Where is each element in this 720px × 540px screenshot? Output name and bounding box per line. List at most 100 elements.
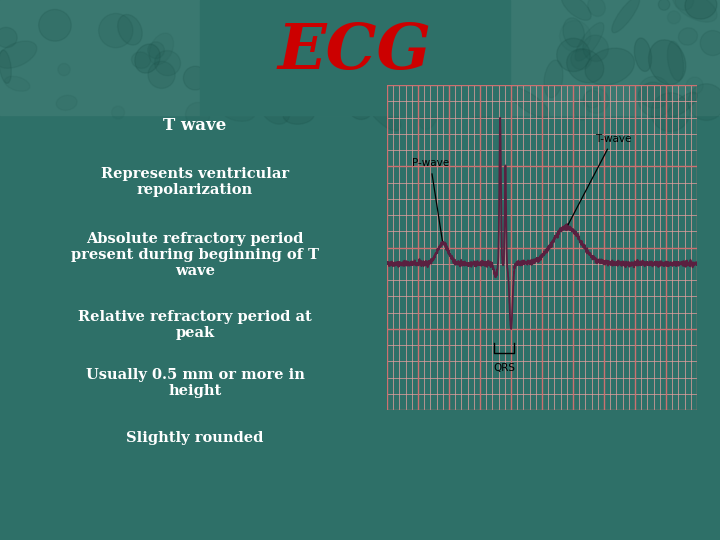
Circle shape — [316, 1, 331, 16]
Ellipse shape — [562, 0, 591, 21]
Ellipse shape — [668, 92, 697, 117]
Circle shape — [583, 91, 600, 108]
Ellipse shape — [149, 33, 174, 65]
Ellipse shape — [360, 8, 408, 39]
Circle shape — [686, 77, 703, 94]
Ellipse shape — [385, 69, 418, 86]
Circle shape — [452, 71, 476, 94]
Ellipse shape — [470, 94, 498, 119]
Ellipse shape — [460, 15, 498, 30]
Ellipse shape — [612, 0, 639, 33]
Text: T wave: T wave — [163, 117, 227, 133]
Ellipse shape — [557, 38, 590, 72]
Ellipse shape — [222, 70, 245, 91]
Ellipse shape — [0, 28, 17, 48]
Ellipse shape — [457, 56, 489, 89]
Ellipse shape — [283, 105, 315, 124]
Ellipse shape — [155, 51, 181, 76]
Text: P-wave: P-wave — [412, 158, 449, 241]
Text: Represents ventricular
repolarization: Represents ventricular repolarization — [101, 167, 289, 197]
Ellipse shape — [366, 64, 404, 92]
Ellipse shape — [639, 76, 671, 108]
Ellipse shape — [39, 10, 71, 41]
Ellipse shape — [202, 0, 227, 28]
Ellipse shape — [248, 73, 297, 110]
Ellipse shape — [463, 12, 484, 47]
Text: Slightly rounded: Slightly rounded — [126, 431, 264, 445]
Ellipse shape — [634, 38, 652, 71]
Circle shape — [658, 0, 670, 10]
Circle shape — [583, 88, 608, 113]
Ellipse shape — [638, 82, 671, 117]
Circle shape — [675, 0, 693, 10]
Circle shape — [58, 63, 70, 76]
Ellipse shape — [452, 30, 485, 63]
Circle shape — [229, 16, 264, 51]
Circle shape — [701, 31, 720, 56]
Ellipse shape — [649, 40, 685, 85]
Circle shape — [336, 36, 366, 66]
Ellipse shape — [404, 68, 458, 84]
Circle shape — [571, 49, 591, 70]
Ellipse shape — [4, 76, 30, 91]
Ellipse shape — [574, 99, 590, 120]
Circle shape — [379, 76, 402, 99]
Ellipse shape — [672, 0, 717, 22]
Ellipse shape — [373, 0, 403, 36]
Ellipse shape — [206, 16, 241, 41]
Ellipse shape — [56, 95, 77, 110]
Ellipse shape — [397, 0, 452, 16]
Circle shape — [112, 106, 125, 119]
Ellipse shape — [349, 6, 378, 32]
Ellipse shape — [0, 41, 37, 68]
Ellipse shape — [348, 94, 374, 119]
Circle shape — [99, 14, 133, 48]
Ellipse shape — [563, 18, 585, 47]
Ellipse shape — [243, 61, 291, 86]
Circle shape — [186, 103, 210, 126]
Ellipse shape — [218, 95, 256, 122]
Circle shape — [287, 30, 308, 51]
Ellipse shape — [544, 60, 563, 98]
Circle shape — [230, 73, 266, 110]
Circle shape — [667, 11, 680, 24]
Circle shape — [148, 42, 164, 58]
Text: T-wave: T-wave — [568, 134, 631, 225]
Text: Relative refractory period at
peak: Relative refractory period at peak — [78, 310, 312, 340]
Circle shape — [688, 84, 720, 120]
Circle shape — [559, 21, 590, 51]
Ellipse shape — [388, 60, 399, 105]
Circle shape — [184, 66, 207, 90]
Ellipse shape — [135, 44, 160, 73]
Ellipse shape — [508, 87, 549, 118]
Ellipse shape — [477, 7, 510, 35]
Ellipse shape — [258, 91, 290, 124]
Circle shape — [296, 24, 314, 42]
Ellipse shape — [651, 93, 690, 132]
Ellipse shape — [575, 23, 604, 61]
Ellipse shape — [202, 47, 243, 76]
Bar — [0, 0, 720, 115]
Circle shape — [148, 61, 175, 89]
Ellipse shape — [583, 35, 608, 62]
Ellipse shape — [117, 15, 143, 45]
Ellipse shape — [417, 79, 441, 130]
Ellipse shape — [685, 0, 717, 19]
Ellipse shape — [585, 48, 634, 85]
Bar — [200, 0, 510, 115]
Circle shape — [378, 59, 399, 79]
Ellipse shape — [132, 52, 150, 69]
Ellipse shape — [0, 50, 12, 83]
Circle shape — [283, 22, 309, 47]
Ellipse shape — [588, 0, 606, 16]
Ellipse shape — [363, 89, 401, 131]
Ellipse shape — [418, 62, 451, 102]
Text: ECG: ECG — [278, 21, 432, 83]
Ellipse shape — [678, 28, 698, 45]
Text: QRS: QRS — [493, 363, 516, 373]
Text: Usually 0.5 mm or more in
height: Usually 0.5 mm or more in height — [86, 368, 305, 398]
Circle shape — [245, 39, 284, 79]
Circle shape — [425, 64, 446, 85]
Text: Absolute refractory period
present during beginning of T
wave: Absolute refractory period present durin… — [71, 232, 319, 278]
Circle shape — [446, 0, 484, 28]
